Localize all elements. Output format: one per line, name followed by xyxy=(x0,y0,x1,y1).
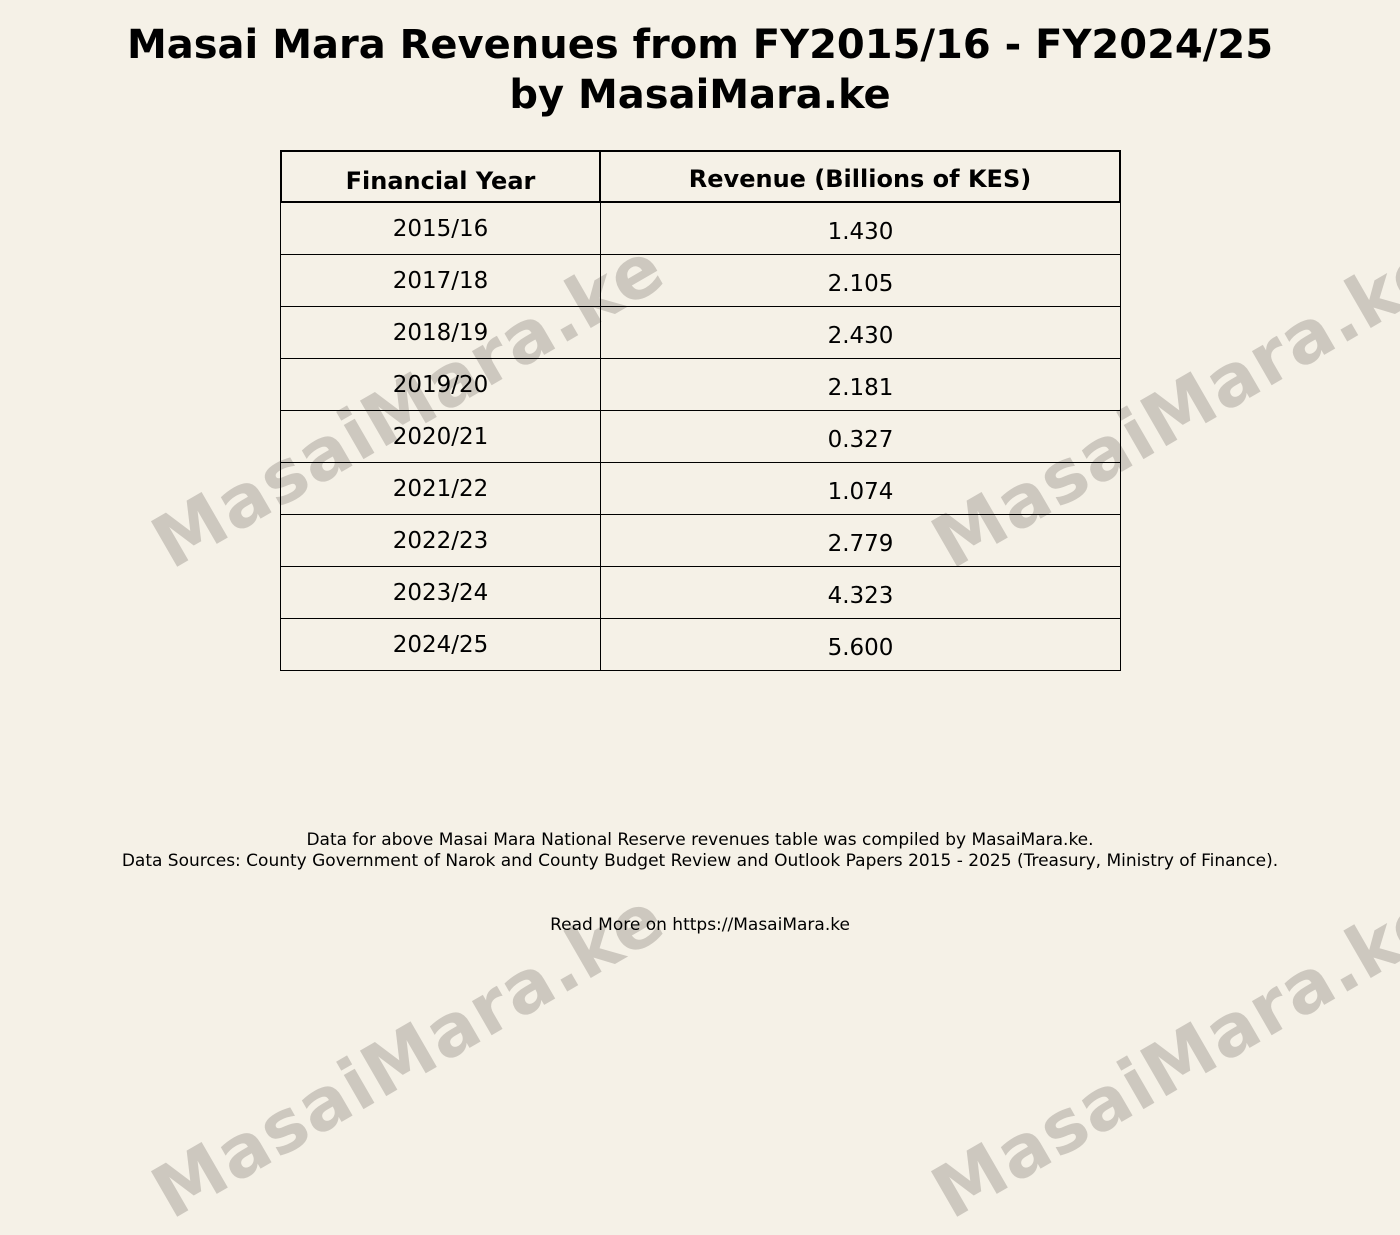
header-revenue: Revenue (Billions of KES) xyxy=(601,150,1121,203)
header-financial-year: Financial Year xyxy=(280,150,601,203)
cell-revenue: 2.779 xyxy=(601,515,1121,567)
table-header-row: Financial Year Revenue (Billions of KES) xyxy=(280,150,1121,203)
cell-year: 2015/16 xyxy=(280,203,601,255)
cell-revenue: 4.323 xyxy=(601,567,1121,619)
cell-revenue: 5.600 xyxy=(601,619,1121,671)
table-row: 2018/19 2.430 xyxy=(280,307,1121,359)
cell-revenue: 0.327 xyxy=(601,411,1121,463)
cell-year: 2017/18 xyxy=(280,255,601,307)
table-row: 2024/25 5.600 xyxy=(280,619,1121,671)
table-row: 2022/23 2.779 xyxy=(280,515,1121,567)
read-more-link: Read More on https://MasaiMara.ke xyxy=(550,915,850,935)
cell-revenue: 2.181 xyxy=(601,359,1121,411)
table-row: 2019/20 2.181 xyxy=(280,359,1121,411)
cell-revenue: 1.074 xyxy=(601,463,1121,515)
table-row: 2023/24 4.323 xyxy=(280,567,1121,619)
cell-revenue: 1.430 xyxy=(601,203,1121,255)
table-row: 2020/21 0.327 xyxy=(280,411,1121,463)
revenue-table: Financial Year Revenue (Billions of KES)… xyxy=(280,150,1121,671)
cell-year: 2020/21 xyxy=(280,411,601,463)
cell-year: 2023/24 xyxy=(280,567,601,619)
footer-compiled-note: Data for above Masai Mara National Reser… xyxy=(306,830,1094,850)
page-title: Masai Mara Revenues from FY2015/16 - FY2… xyxy=(0,20,1400,120)
footer-notes: Data for above Masai Mara National Reser… xyxy=(0,830,1400,872)
cell-year: 2021/22 xyxy=(280,463,601,515)
cell-year: 2022/23 xyxy=(280,515,601,567)
table-row: 2021/22 1.074 xyxy=(280,463,1121,515)
table-row: 2017/18 2.105 xyxy=(280,255,1121,307)
table-row: 2015/16 1.430 xyxy=(280,203,1121,255)
cell-year: 2018/19 xyxy=(280,307,601,359)
footer-sources-note: Data Sources: County Government of Narok… xyxy=(121,851,1279,871)
title-line-1: Masai Mara Revenues from FY2015/16 - FY2… xyxy=(126,22,1274,68)
cell-revenue: 2.430 xyxy=(601,307,1121,359)
cell-revenue: 2.105 xyxy=(601,255,1121,307)
cell-year: 2024/25 xyxy=(280,619,601,671)
title-line-2: by MasaiMara.ke xyxy=(509,72,891,118)
cell-year: 2019/20 xyxy=(280,359,601,411)
